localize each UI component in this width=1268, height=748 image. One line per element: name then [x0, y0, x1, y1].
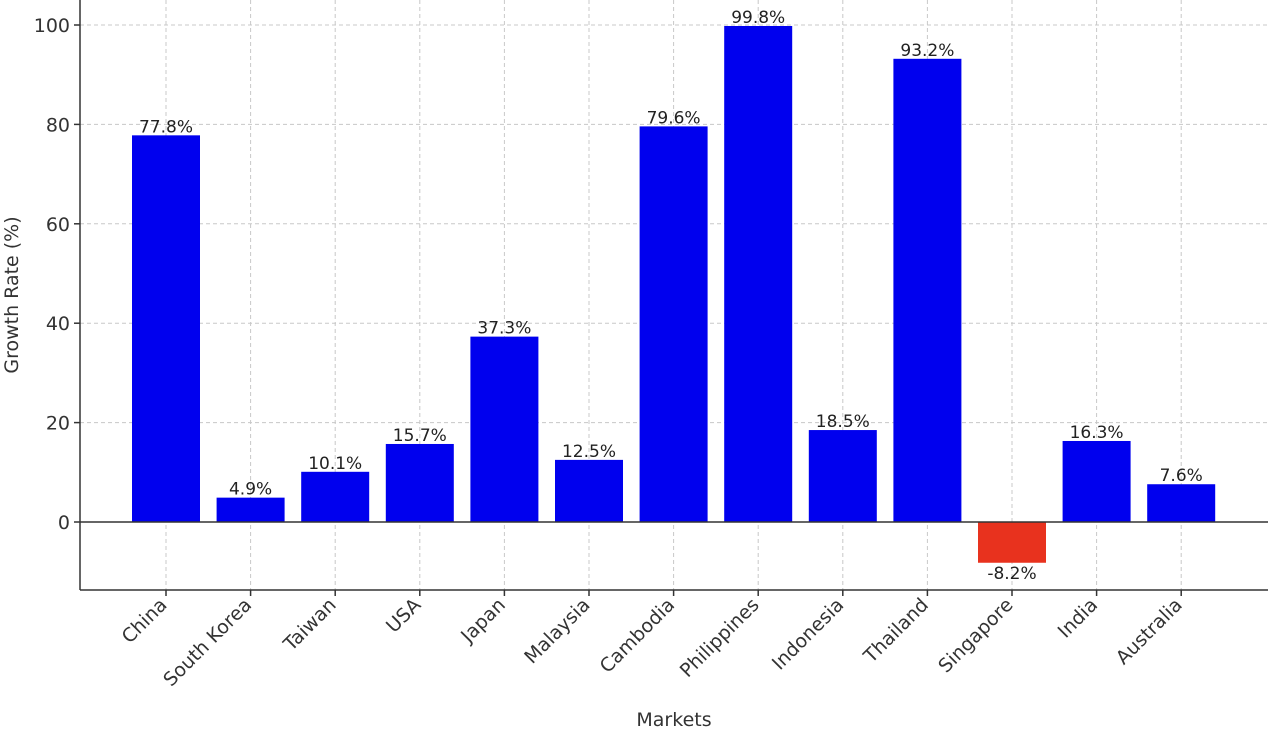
bars-layer	[132, 25, 1216, 563]
bar-indonesia	[808, 430, 877, 522]
bar-south-korea	[216, 497, 285, 522]
bar-malaysia	[555, 459, 623, 522]
bar-china	[132, 135, 200, 523]
labels-layer: 0 20 40 60 80 100 77.8% 4.9% 10.1% 15.7% 37.3% 12.5…	[34, 8, 1203, 691]
bar-value-label: -8.2%	[987, 564, 1036, 584]
bar-value-label: 93.2%	[900, 41, 954, 61]
x-tick-label: Indonesia	[768, 594, 849, 675]
bar-value-label: 10.1%	[308, 454, 362, 474]
x-axis-title: Markets	[636, 709, 711, 731]
bar-cambodia	[639, 126, 708, 522]
bar-australia	[1147, 484, 1216, 522]
x-tick-label: Philippines	[676, 594, 764, 682]
x-tick-label: South Korea	[159, 594, 256, 691]
x-tick-label: China	[118, 594, 172, 648]
bar-taiwan	[301, 471, 370, 522]
x-tick-label: Japan	[456, 594, 510, 648]
bar-value-label: 77.8%	[139, 117, 193, 137]
bar-value-label: 18.5%	[816, 412, 870, 432]
bar-value-label: 79.6%	[647, 108, 701, 128]
y-axis-title: Growth Rate (%)	[1, 216, 23, 373]
x-tick-label: Cambodia	[596, 594, 680, 678]
bar-value-label: 37.3%	[477, 319, 531, 339]
y-tick-label: 80	[46, 114, 70, 136]
y-tick-label: 0	[58, 512, 70, 534]
y-tick-label: 20	[46, 413, 70, 435]
bar-singapore	[978, 522, 1046, 563]
bar-usa	[385, 443, 454, 522]
x-tick-label: Singapore	[934, 594, 1017, 677]
bar-thailand	[893, 58, 962, 523]
x-tick-label: Thailand	[859, 594, 933, 668]
x-tick-label: Australia	[1112, 594, 1187, 669]
y-tick-label: 60	[46, 214, 70, 236]
bar-value-label: 15.7%	[393, 426, 447, 446]
bar-japan	[470, 336, 539, 522]
bar-value-label: 99.8%	[731, 8, 785, 28]
bar-value-label: 4.9%	[229, 480, 272, 500]
y-tick-label: 40	[46, 313, 70, 335]
bar-value-label: 16.3%	[1070, 423, 1124, 443]
x-tick-label: Taiwan	[279, 594, 341, 656]
axes-layer	[74, 0, 1268, 596]
bar-value-label: 12.5%	[562, 442, 616, 462]
x-tick-label: Malaysia	[520, 594, 594, 668]
x-tick-label: India	[1054, 594, 1103, 643]
y-tick-label: 100	[34, 15, 70, 37]
bar-philippines	[724, 25, 793, 523]
bar-india	[1062, 440, 1131, 522]
x-tick-label: USA	[382, 594, 425, 637]
bar-value-label: 7.6%	[1160, 466, 1203, 486]
